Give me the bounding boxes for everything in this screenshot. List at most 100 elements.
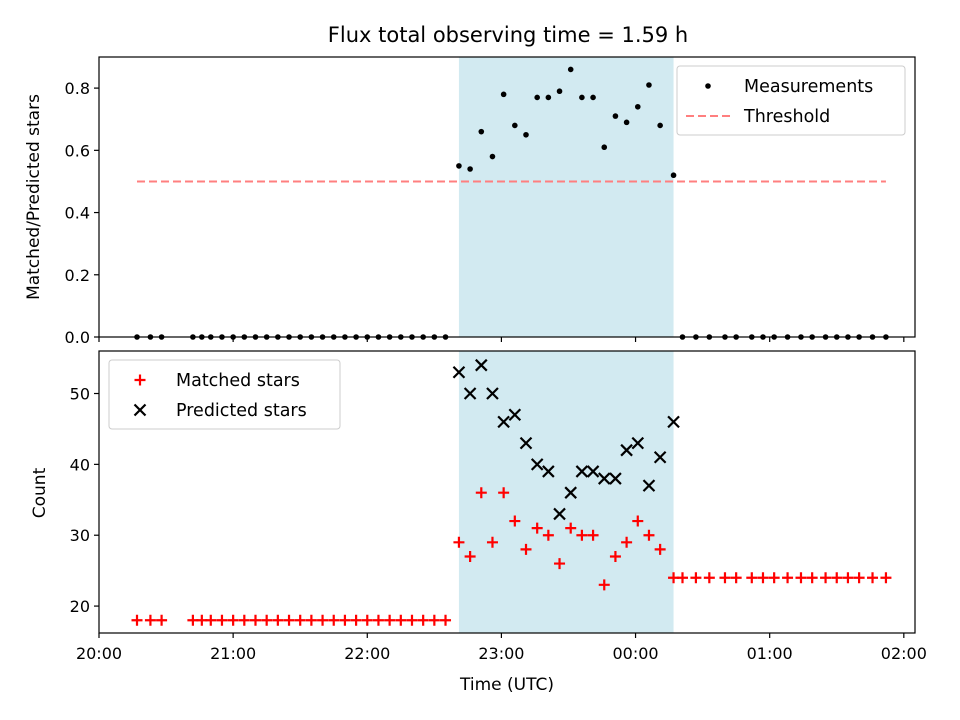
matched-star-point [609, 550, 621, 562]
matched-star-point [867, 572, 879, 584]
matched-star-point [746, 572, 758, 584]
matched-star-point [509, 515, 521, 527]
matched-star-point [820, 572, 832, 584]
measurement-point [500, 91, 507, 98]
predicted-star-point [597, 472, 611, 485]
matched-star-point [587, 529, 599, 541]
matched-star-point [395, 614, 407, 626]
matched-star-point [520, 543, 532, 555]
predicted-star-point [508, 408, 522, 422]
matched-star-point [339, 614, 351, 626]
measurement-point [523, 131, 529, 138]
predicted-star-point [530, 458, 544, 471]
matched-star-point [880, 572, 892, 584]
bottom-x-tick-label: 20:00 [76, 644, 122, 663]
matched-star-point [842, 572, 854, 584]
bottom-x-tick-label: 23:00 [478, 644, 524, 663]
predicted-star-point [463, 387, 477, 400]
predicted-star-point [564, 486, 577, 499]
matched-star-point [643, 529, 655, 541]
matched-star-point [417, 614, 429, 626]
matched-star-point [768, 572, 780, 584]
legend-box [676, 65, 906, 136]
matched-star-point [305, 614, 317, 626]
matched-star-point [676, 572, 688, 584]
measurement-point [601, 144, 608, 151]
bottom-x-tick-label: 22:00 [344, 644, 390, 663]
bottom-observing-span [458, 351, 674, 633]
predicted-star-point [553, 507, 566, 521]
top-axes-frame [98, 56, 916, 338]
measurement-point [657, 122, 663, 129]
bottom-y-tick-label: 30 [70, 526, 90, 545]
bottom-x-tick-label: 02:00 [881, 644, 927, 663]
legend-label: Threshold [743, 107, 830, 127]
matched-star-point [576, 529, 588, 541]
matched-star-point [542, 529, 554, 541]
bottom-axes-frame [98, 350, 916, 634]
matched-star-point [283, 614, 295, 626]
matched-star-point [384, 614, 396, 626]
measurement-point [567, 66, 574, 73]
measurement-point [590, 94, 596, 101]
matched-star-point [782, 572, 794, 584]
measurement-point [512, 122, 518, 129]
top-observing-span [458, 57, 674, 337]
measurement-point [579, 94, 585, 101]
bottom-panel: 20 30 40 50 20:00 21:00 22:00 23:00 00:00 01:00 02… [70, 350, 927, 663]
measurement-point [634, 103, 641, 110]
predicted-star-point [631, 436, 645, 450]
predicted-star-point [497, 415, 510, 429]
matched-star-point [227, 614, 239, 626]
matched-star-point [372, 614, 384, 626]
matched-star-point [464, 550, 476, 562]
matched-star-point [144, 614, 156, 626]
predicted-star-point [475, 358, 488, 372]
legend-label: Matched stars [176, 371, 300, 391]
matched-star-point [205, 614, 217, 626]
matched-star-point [406, 614, 418, 626]
matched-star-point [216, 614, 228, 626]
predicted-star-point [609, 472, 622, 485]
matched-star-point [621, 536, 633, 548]
measurement-point [545, 94, 552, 101]
bottom-legend: Matched stars Predicted stars [108, 359, 341, 430]
matched-star-point [703, 572, 715, 584]
bottom-y-axis-label: Count [30, 467, 50, 518]
predicted-star-point [542, 465, 555, 478]
x-axis-label: Time (UTC) [459, 675, 554, 695]
top-y-axis-label: Matched/Predicted stars [24, 94, 44, 300]
legend-label: Measurements [744, 77, 873, 97]
matched-star-point [632, 515, 644, 527]
matched-star-point [156, 614, 168, 626]
top-y-tick-label: 0.6 [65, 141, 90, 160]
measurement-point [489, 153, 496, 160]
measurement-point [670, 172, 677, 179]
measurement-point [478, 128, 485, 135]
matched-star-point [131, 614, 143, 626]
matched-star-point [428, 614, 440, 626]
matched-star-point [261, 614, 273, 626]
bottom-y-tick-label: 50 [70, 385, 90, 404]
matched-star-point [598, 579, 610, 591]
measurement-point [456, 163, 462, 169]
matched-star-point [294, 614, 306, 626]
legend-box [108, 359, 341, 430]
bottom-x-tick-label: 01:00 [747, 644, 793, 663]
predicted-star-point [642, 479, 656, 492]
bottom-y-tick-label: 20 [70, 597, 90, 616]
matched-star-point [531, 522, 543, 534]
legend-marker-plus [134, 374, 146, 386]
predicted-star-point [620, 443, 633, 457]
measurement-point [556, 88, 563, 95]
matched-star-point [554, 558, 566, 570]
bottom-series-1 [452, 358, 680, 521]
predicted-star-point [519, 436, 533, 450]
matched-star-point [690, 572, 702, 584]
matched-star-point [453, 536, 465, 548]
matched-star-point [249, 614, 261, 626]
matched-star-point [328, 614, 340, 626]
measurement-point [623, 119, 630, 126]
matched-star-point [475, 487, 487, 499]
